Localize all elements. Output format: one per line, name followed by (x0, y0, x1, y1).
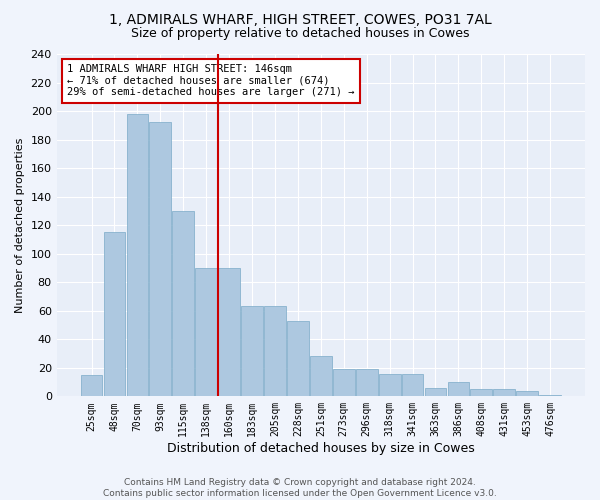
Bar (196, 268, 217, 396)
Bar (264, 306, 286, 396)
Bar (172, 211, 194, 396)
Y-axis label: Number of detached properties: Number of detached properties (15, 138, 25, 313)
Bar (333, 369, 355, 396)
Bar (448, 382, 469, 396)
Bar (310, 356, 332, 397)
Bar (127, 114, 148, 397)
Bar (149, 122, 171, 396)
Text: Contains HM Land Registry data © Crown copyright and database right 2024.
Contai: Contains HM Land Registry data © Crown c… (103, 478, 497, 498)
Bar (287, 320, 309, 396)
Bar (470, 389, 492, 396)
Bar (401, 374, 424, 396)
Bar (218, 268, 240, 396)
Text: 1 ADMIRALS WHARF HIGH STREET: 146sqm
← 71% of detached houses are smaller (674)
: 1 ADMIRALS WHARF HIGH STREET: 146sqm ← 7… (67, 64, 355, 98)
Bar (425, 388, 446, 396)
Bar (493, 389, 515, 396)
Bar (356, 369, 377, 396)
Text: 1, ADMIRALS WHARF, HIGH STREET, COWES, PO31 7AL: 1, ADMIRALS WHARF, HIGH STREET, COWES, P… (109, 12, 491, 26)
Bar (104, 232, 125, 396)
Bar (241, 306, 263, 396)
X-axis label: Distribution of detached houses by size in Cowes: Distribution of detached houses by size … (167, 442, 475, 455)
Bar (80, 375, 103, 396)
Text: Size of property relative to detached houses in Cowes: Size of property relative to detached ho… (131, 28, 469, 40)
Bar (379, 374, 401, 396)
Bar (539, 395, 561, 396)
Bar (516, 390, 538, 396)
